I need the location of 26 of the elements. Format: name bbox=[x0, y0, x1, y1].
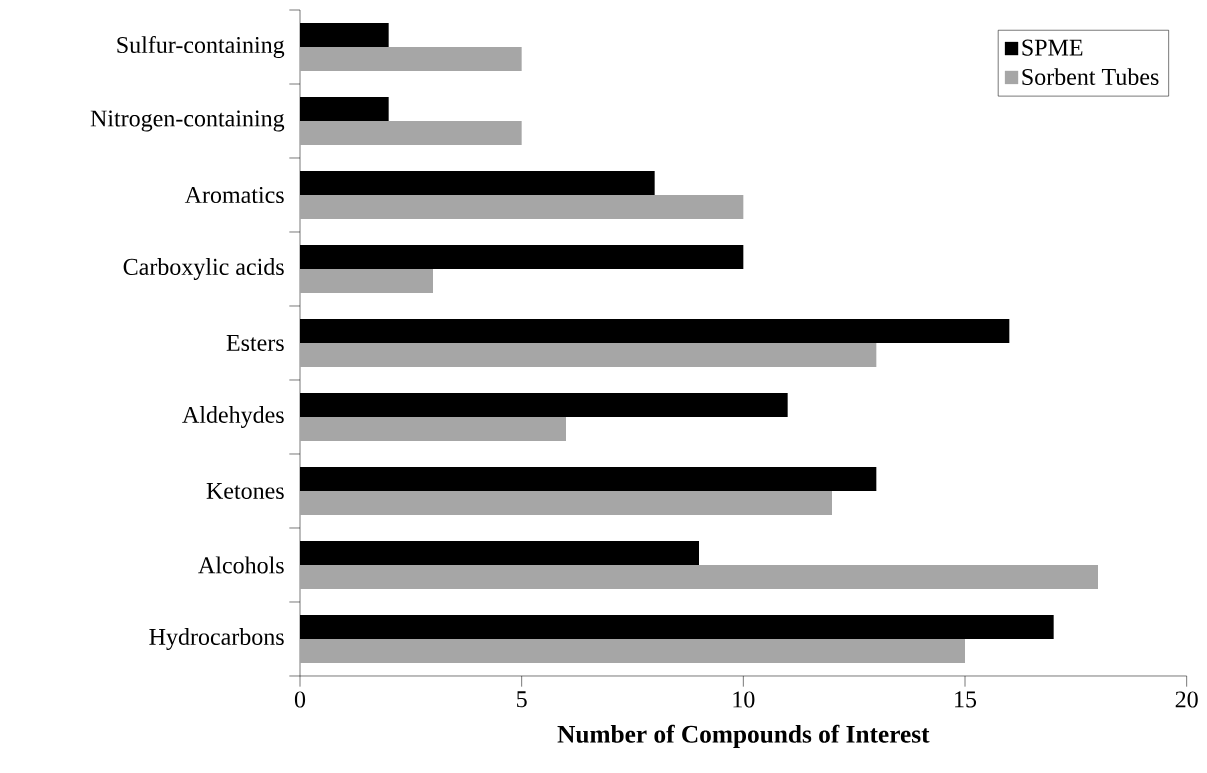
x-tick-label: 5 bbox=[517, 691, 527, 708]
x-axis-title: Number of Compounds of Interest bbox=[557, 724, 930, 748]
legend-label: SPME bbox=[1022, 39, 1083, 56]
x-tick-label: 20 bbox=[1175, 691, 1198, 708]
x-tick-label: 15 bbox=[955, 691, 977, 708]
y-tick-label: Ketones bbox=[206, 483, 284, 499]
x-tick-label: 10 bbox=[733, 691, 755, 708]
y-tick-label: Sulfur-containing bbox=[117, 35, 285, 59]
y-tick-label: Esters bbox=[226, 335, 284, 351]
bar bbox=[300, 564, 1098, 589]
bar bbox=[300, 121, 522, 145]
y-tick-label: Aromatics bbox=[184, 186, 284, 204]
bar bbox=[300, 47, 522, 71]
y-tick-label: Hydrocarbons bbox=[149, 628, 284, 650]
y-tick-label: Alcohols bbox=[198, 556, 284, 574]
bar bbox=[300, 269, 433, 293]
legend-label: Sorbent Tubes bbox=[1022, 68, 1159, 86]
bar bbox=[300, 195, 744, 219]
y-tick-label: Aldehydes bbox=[182, 406, 284, 428]
x-tick-label: 0 bbox=[294, 691, 306, 708]
bar bbox=[300, 417, 566, 441]
bar bbox=[300, 638, 965, 663]
y-tick-label: Nitrogen-containing bbox=[90, 110, 285, 132]
y-tick-label: Carboxylic acids bbox=[123, 258, 284, 280]
bar bbox=[300, 491, 833, 515]
bar bbox=[300, 343, 877, 367]
